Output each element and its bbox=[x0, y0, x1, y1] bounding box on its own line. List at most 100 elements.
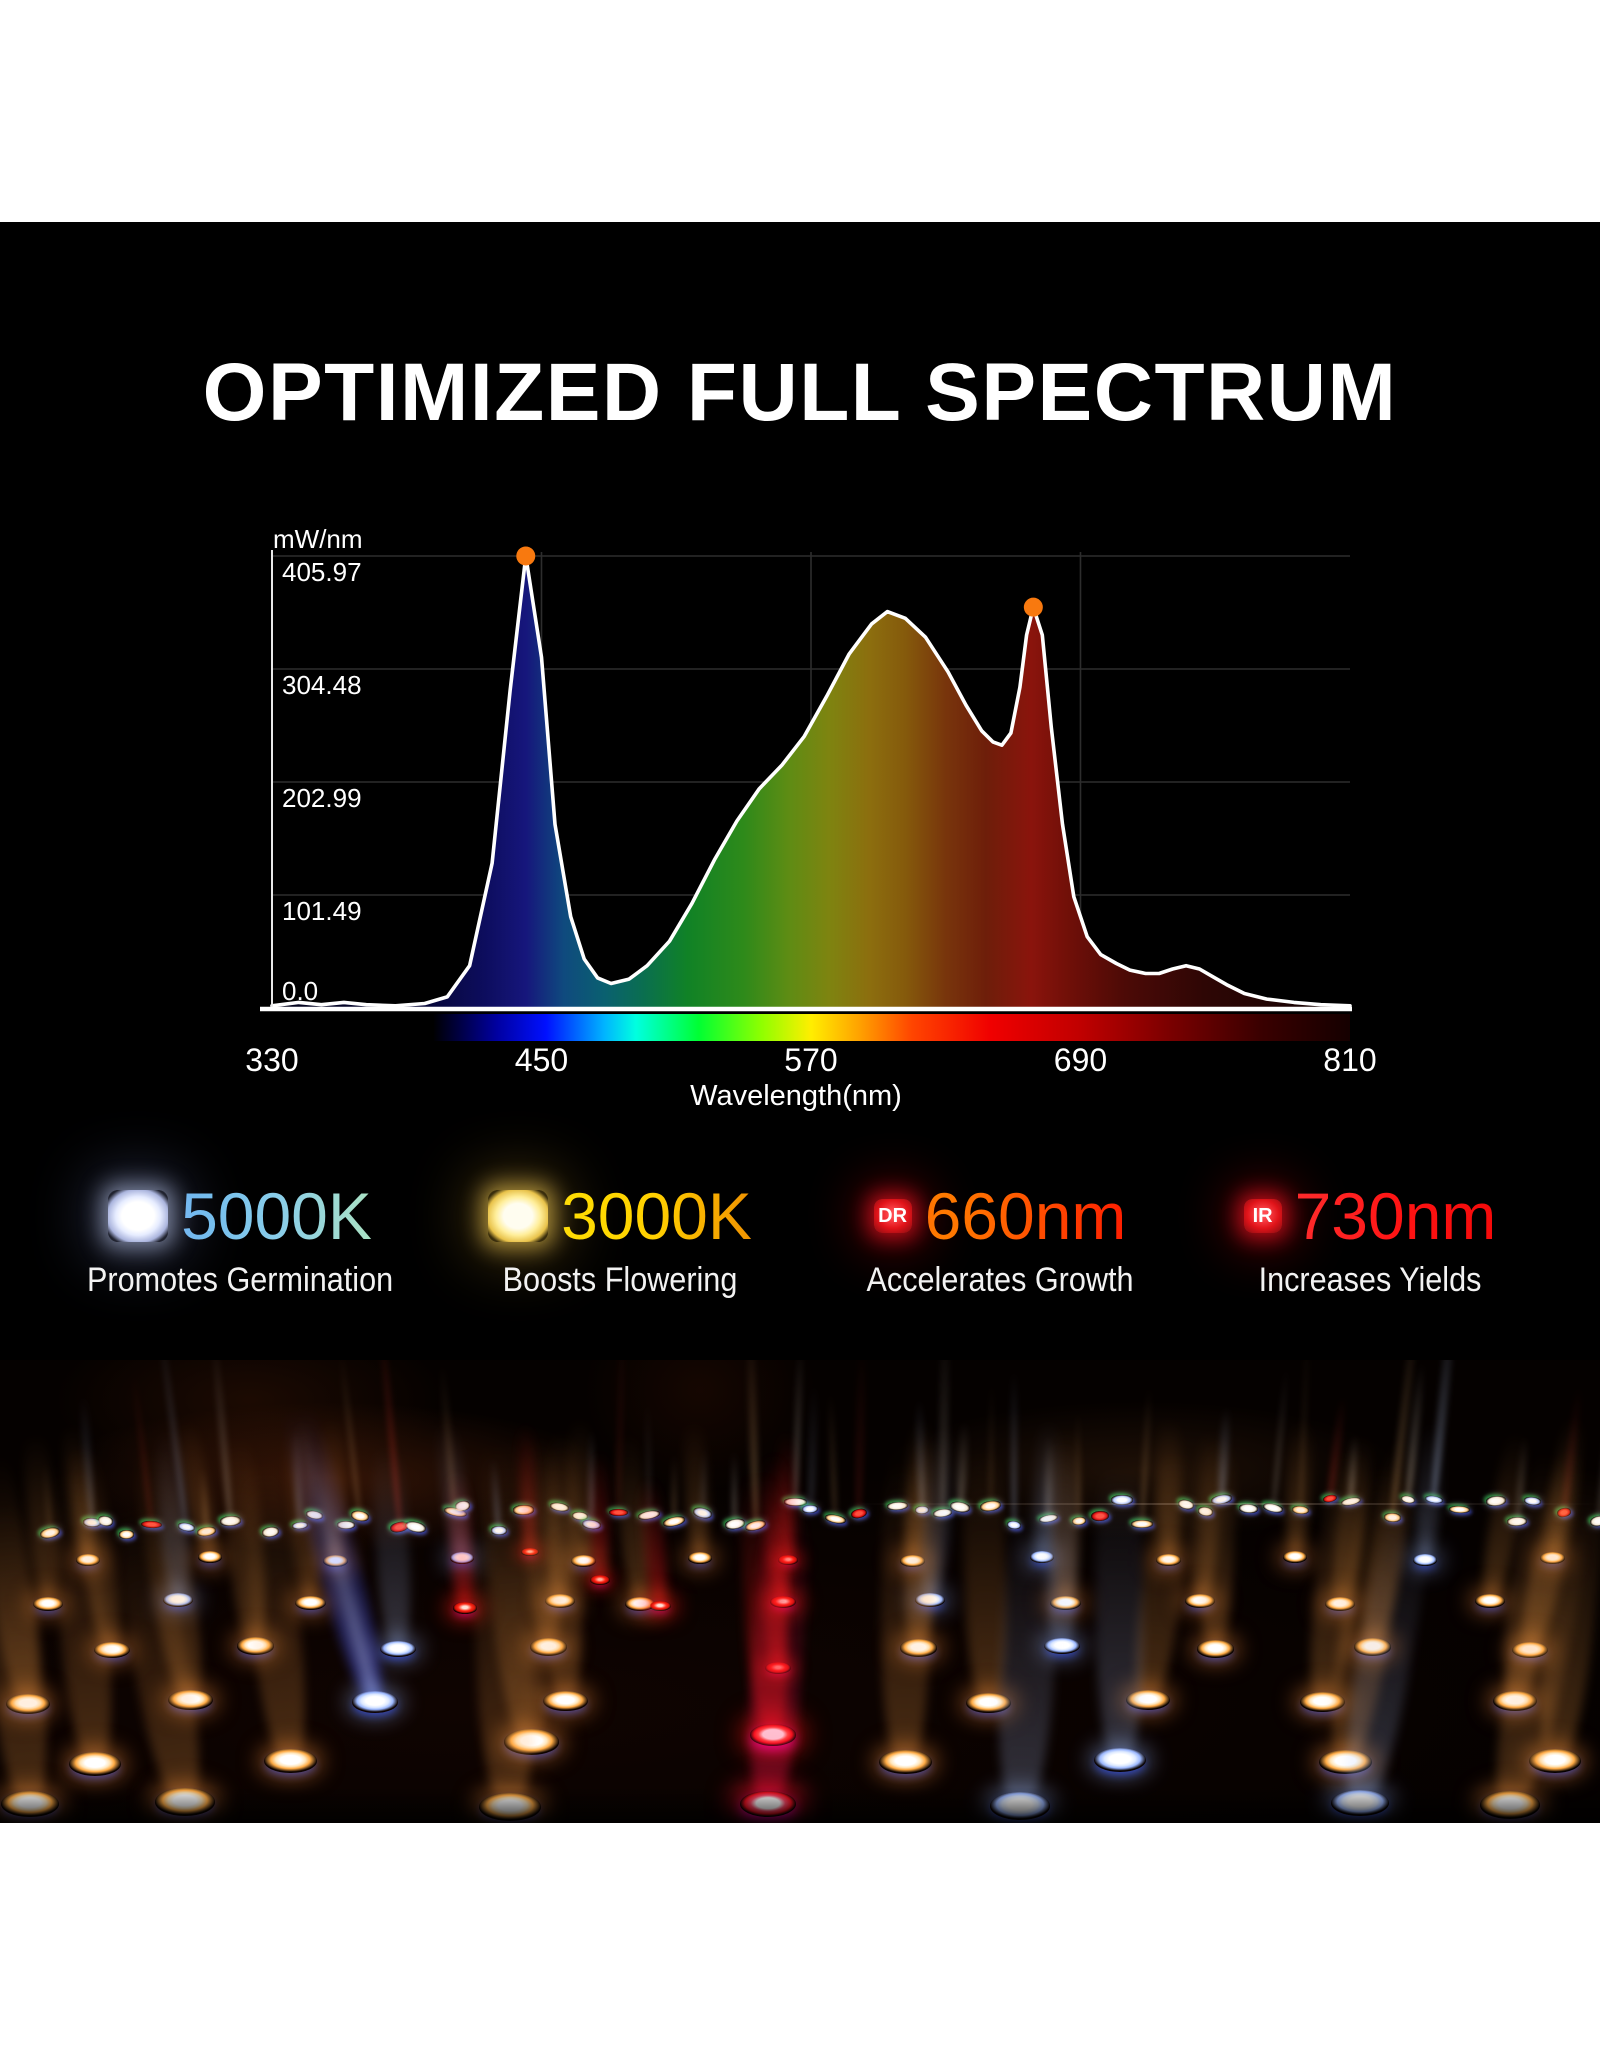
led-dot bbox=[1283, 1551, 1307, 1563]
led-dot bbox=[570, 1555, 596, 1567]
light-haze bbox=[780, 1375, 1500, 1565]
led-dot bbox=[649, 1600, 671, 1612]
feature-3000k-row: 3000K bbox=[450, 1183, 790, 1249]
led-dot bbox=[33, 1597, 63, 1611]
feature-5000k-subtitle: Promotes Germination bbox=[87, 1261, 394, 1299]
led-dot bbox=[236, 1637, 274, 1655]
led-dot bbox=[521, 1547, 539, 1557]
led-dot bbox=[69, 1752, 121, 1776]
photo-bottom-fade bbox=[0, 1787, 1600, 1823]
led-dot bbox=[167, 1689, 213, 1711]
led-dot bbox=[380, 1640, 416, 1658]
led-dot bbox=[503, 1729, 559, 1755]
light-beam bbox=[590, 1439, 609, 1581]
x-tick-label: 450 bbox=[515, 1042, 568, 1078]
led-chip-deep-red-icon: DR bbox=[873, 1199, 912, 1233]
y-tick-label: 304.48 bbox=[282, 670, 362, 700]
led-board-photo bbox=[0, 1360, 1600, 1823]
led-dot bbox=[1044, 1637, 1080, 1655]
light-haze bbox=[0, 1373, 720, 1583]
x-tick-label: 570 bbox=[784, 1042, 837, 1078]
light-beam bbox=[1094, 1437, 1144, 1761]
led-dot bbox=[1126, 1689, 1170, 1711]
led-chip-white-icon bbox=[108, 1190, 169, 1242]
feature-5000k-value: 5000K bbox=[181, 1179, 372, 1253]
board-horizon-highlight bbox=[850, 1503, 1600, 1505]
wavelength-colorbar bbox=[433, 1014, 1350, 1041]
x-tick-label: 810 bbox=[1323, 1042, 1376, 1078]
feature-660nm: DR 660nm Accelerates Growth bbox=[830, 1183, 1170, 1323]
led-dot bbox=[688, 1552, 712, 1564]
led-dot bbox=[163, 1593, 193, 1607]
led-dot bbox=[1049, 1595, 1081, 1611]
led-chip-ir-icon: IR bbox=[1243, 1199, 1282, 1233]
led-dot bbox=[1413, 1554, 1437, 1566]
led-dot bbox=[899, 1555, 925, 1567]
led-dot bbox=[1353, 1638, 1391, 1656]
led-dot bbox=[1512, 1641, 1548, 1659]
x-axis-title: Wavelength(nm) bbox=[690, 1080, 902, 1112]
led-dot bbox=[1155, 1554, 1181, 1566]
feature-5000k: 5000K Promotes Germination bbox=[70, 1183, 410, 1323]
feature-5000k-row: 5000K bbox=[70, 1183, 410, 1249]
led-dot bbox=[94, 1641, 130, 1659]
spectrum-curve bbox=[270, 554, 1352, 1008]
led-dot bbox=[322, 1555, 348, 1567]
x-tick-label: 690 bbox=[1054, 1042, 1107, 1078]
led-dot bbox=[263, 1748, 317, 1774]
feature-730nm: IR 730nm Increases Yields bbox=[1200, 1183, 1540, 1323]
led-dot bbox=[1299, 1691, 1345, 1713]
led-dot bbox=[453, 1602, 477, 1614]
led-dot bbox=[1529, 1749, 1581, 1773]
led-dot bbox=[1318, 1749, 1372, 1775]
led-dot bbox=[6, 1693, 50, 1715]
led-dot bbox=[915, 1593, 945, 1607]
feature-3000k-subtitle: Boosts Flowering bbox=[502, 1261, 738, 1299]
led-dot bbox=[542, 1690, 588, 1712]
led-dot bbox=[965, 1692, 1011, 1714]
led-dot bbox=[1539, 1552, 1565, 1564]
page-title: OPTIMIZED FULL SPECTRUM bbox=[202, 347, 1398, 438]
y-axis-title: mW/nm bbox=[273, 524, 363, 554]
led-dot bbox=[765, 1662, 791, 1674]
led-dot bbox=[545, 1594, 575, 1608]
led-dot bbox=[750, 1724, 796, 1746]
led-dot bbox=[294, 1595, 326, 1611]
light-beam bbox=[670, 1448, 678, 1522]
light-beam bbox=[881, 1433, 930, 1763]
y-tick-label: 405.97 bbox=[282, 557, 362, 587]
led-dot bbox=[1325, 1597, 1355, 1611]
spectrum-chart: mW/nm 0.0 101.49 202.99 304.48 405.97 330 450 57… bbox=[245, 524, 1376, 1112]
feature-3000k-value: 3000K bbox=[561, 1179, 752, 1253]
peak-marker bbox=[1023, 597, 1043, 617]
feature-730nm-value: 730nm bbox=[1294, 1179, 1497, 1253]
led-dot bbox=[529, 1638, 567, 1656]
led-dot bbox=[450, 1552, 474, 1564]
led-dot bbox=[1030, 1551, 1054, 1563]
x-tick-label: 330 bbox=[245, 1042, 298, 1078]
led-chip-warm-icon bbox=[488, 1190, 549, 1242]
far-led-dot bbox=[1449, 1505, 1471, 1514]
led-dot bbox=[352, 1691, 398, 1713]
feature-730nm-subtitle: Increases Yields bbox=[1258, 1261, 1482, 1299]
led-dot bbox=[1185, 1594, 1215, 1608]
feature-730nm-row: IR 730nm bbox=[1200, 1183, 1540, 1249]
led-dot bbox=[76, 1554, 100, 1566]
led-dot bbox=[198, 1551, 222, 1563]
light-haze bbox=[0, 1360, 520, 1520]
y-tick-label: 101.49 bbox=[282, 896, 362, 926]
led-dot bbox=[1475, 1594, 1505, 1608]
led-dot bbox=[899, 1639, 937, 1657]
led-dot bbox=[770, 1596, 796, 1608]
feature-3000k: 3000K Boosts Flowering bbox=[450, 1183, 790, 1323]
led-dot bbox=[1493, 1690, 1537, 1712]
feature-660nm-row: DR 660nm bbox=[830, 1183, 1170, 1249]
light-beam bbox=[1010, 1360, 1017, 1526]
led-dot bbox=[625, 1597, 655, 1611]
feature-660nm-value: 660nm bbox=[924, 1179, 1127, 1253]
black-panel: OPTIMIZED FULL SPECTRUM mW/nm 0.0 101.49 20… bbox=[0, 222, 1600, 1823]
y-tick-label: 0.0 bbox=[282, 976, 318, 1006]
led-dot bbox=[778, 1555, 798, 1565]
led-dot bbox=[878, 1749, 932, 1775]
